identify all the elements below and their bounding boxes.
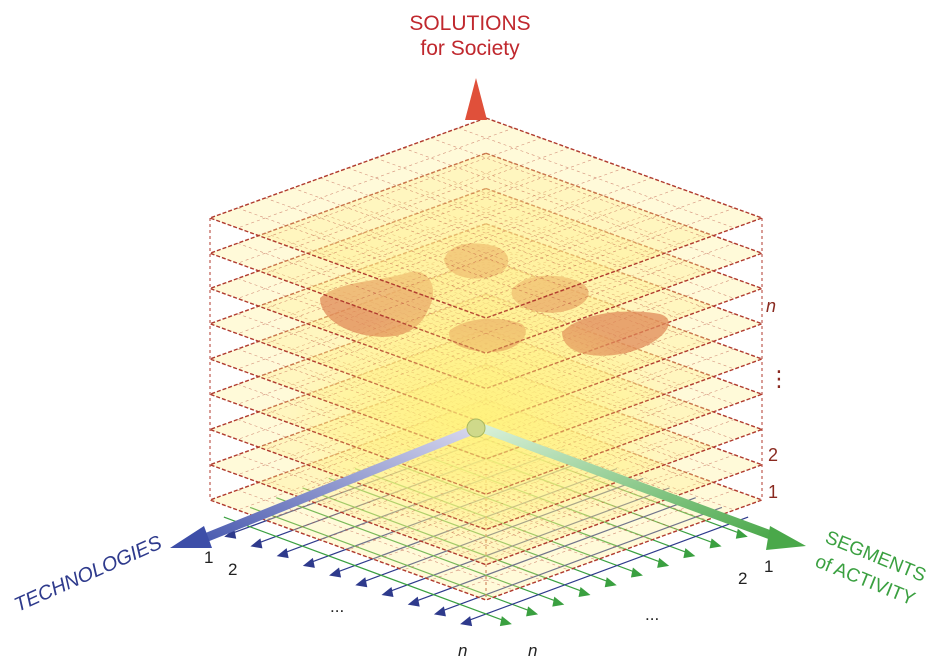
technology-label-1: 1 — [204, 548, 213, 567]
technologies-axis — [170, 423, 483, 548]
technologies-title: TECHNOLOGIES — [11, 532, 166, 617]
segment-arrowhead-small — [630, 567, 643, 578]
segment-label-2: 2 — [738, 569, 747, 588]
layer — [207, 152, 765, 354]
technology-arrowhead-small — [460, 616, 473, 627]
technology-arrowhead-small — [381, 586, 394, 597]
technology-label-2: 2 — [228, 560, 237, 579]
technology-arrowhead-small — [276, 548, 289, 559]
technology-arrowhead-small — [329, 567, 342, 578]
segment-arrowhead-small — [552, 596, 565, 607]
origin-point — [466, 418, 486, 438]
segment-arrowhead-small — [735, 528, 748, 539]
segment-grid-arrow — [223, 516, 509, 623]
technology-label-n: n — [458, 641, 467, 658]
technology-arrowhead-small — [407, 596, 420, 607]
technology-arrowhead-small — [433, 606, 446, 617]
technology-label-ellipsis: ... — [330, 597, 344, 616]
solutions-axis — [465, 78, 487, 438]
technology-arrowhead-small — [250, 538, 263, 549]
layer-label-1: 1 — [768, 482, 778, 502]
technologies-arrowhead — [170, 526, 212, 548]
segment-arrowhead-small — [709, 538, 722, 549]
layer — [207, 117, 765, 319]
segment-label-n: n — [528, 641, 537, 658]
segment-arrowhead-small — [604, 577, 617, 588]
segment-arrowhead-small — [499, 616, 512, 627]
technology-arrowhead-small — [302, 557, 315, 568]
segment-label-ellipsis: ... — [645, 605, 659, 624]
solutions-arrowhead — [465, 78, 487, 120]
segments-axis — [477, 423, 806, 550]
technology-grid-arrow — [463, 516, 749, 623]
solutions-subtitle: for Society — [420, 37, 520, 60]
segment-arrowhead-small — [526, 606, 539, 617]
solutions-title: SOLUTIONS — [409, 12, 530, 35]
layer-label-ellipsis: ⋮ — [768, 366, 790, 391]
layer-label-n: n — [766, 296, 776, 316]
technology-arrowhead-small — [355, 577, 368, 588]
segment-label-1: 1 — [764, 557, 773, 576]
segments-arrowhead — [766, 526, 806, 550]
segment-arrowhead-small — [683, 548, 696, 559]
segment-arrowhead-small — [578, 586, 591, 597]
segment-grid-arrow — [249, 506, 535, 613]
segment-arrowhead-small — [657, 557, 670, 568]
layer-label-2: 2 — [768, 445, 778, 465]
